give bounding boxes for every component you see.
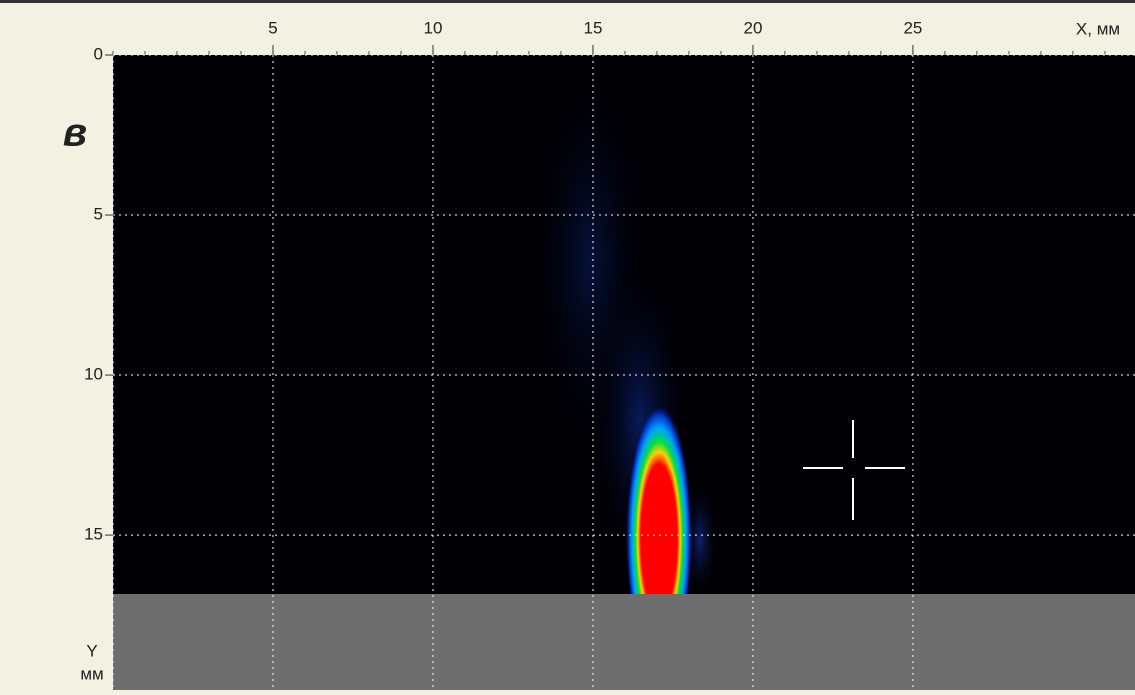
top-border xyxy=(0,0,1135,3)
y-axis-label: Y xyxy=(86,641,97,660)
y-tick-label: 5 xyxy=(94,205,103,224)
x-tick-label: 20 xyxy=(743,18,762,37)
reflector xyxy=(626,390,692,594)
x-tick-label: 25 xyxy=(903,18,922,37)
x-tick-label: 5 xyxy=(268,18,277,37)
heatmap xyxy=(530,60,718,594)
x-tick-label: 15 xyxy=(584,18,603,37)
x-axis-label: X, мм xyxy=(1076,19,1120,38)
panel-label: в xyxy=(63,111,87,155)
y-tick-label: 10 xyxy=(84,365,103,384)
y-tick-label: 15 xyxy=(84,525,103,544)
y-axis-label: мм xyxy=(80,664,103,683)
cursor xyxy=(803,420,905,520)
x-tick-label: 10 xyxy=(424,18,443,37)
y-tick-label: 0 xyxy=(94,44,103,63)
